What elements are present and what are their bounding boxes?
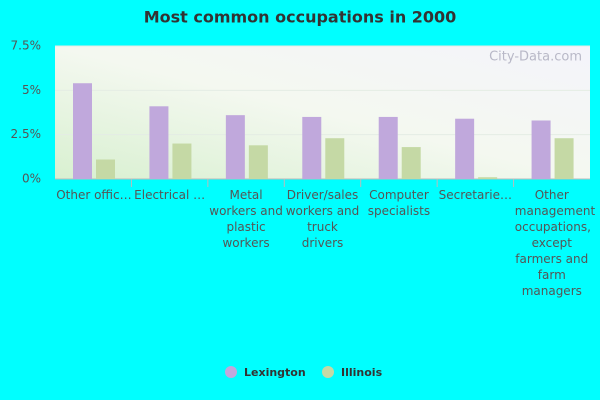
x-tick-label: Secretarie… [438,188,513,202]
bar [325,138,345,179]
x-tick-label: Other offic… [56,188,132,202]
legend-label: Illinois [341,366,383,379]
bar [554,138,574,179]
bar [73,83,92,179]
x-tick-label: Driver/sales workers and truck drivers [285,188,360,250]
bar [96,159,115,179]
bar [401,147,421,179]
y-tick-label: 5% [22,83,41,97]
legend-swatch [225,366,237,378]
watermark: City-Data.com [489,50,582,65]
bar [248,145,268,179]
x-tick-label: Electrical … [134,188,206,202]
y-tick-label: 2.5% [11,127,42,141]
plot-area [55,46,590,179]
bar [378,116,398,179]
x-tick-label: Metal workers and plastic workers [209,188,283,250]
bar [172,143,192,179]
bar [302,116,322,179]
bar [531,120,551,179]
bar [225,115,245,179]
bar [455,118,475,179]
y-tick-label: 0% [22,172,41,186]
x-tick-label: Computer specialists [367,188,431,218]
legend-swatch [322,366,334,378]
chart-title: Most common occupations in 2000 [144,8,457,27]
bar [478,177,498,179]
x-tick-label: Other management occupations, except far… [514,188,596,298]
legend-label: Lexington [244,366,306,379]
y-tick-label: 7.5% [11,39,42,53]
bar [149,106,169,179]
